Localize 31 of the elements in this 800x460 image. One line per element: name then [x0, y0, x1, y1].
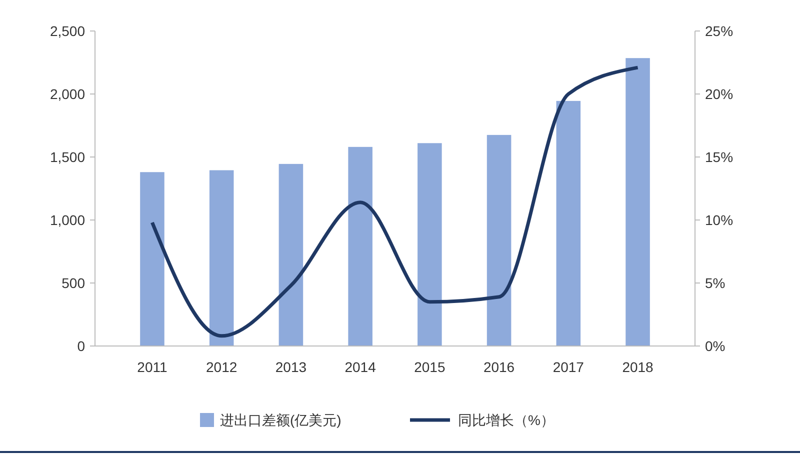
- bar: [278, 164, 304, 346]
- y2-tick-label: 5%: [705, 274, 726, 291]
- y-tick-label: 2,500: [50, 22, 86, 39]
- y-tick-label: 500: [62, 274, 86, 291]
- bar: [556, 100, 581, 346]
- x-tick-label: 2011: [137, 359, 168, 375]
- y2-tick-label: 15%: [705, 148, 734, 165]
- y-tick-label: 0: [77, 338, 86, 354]
- x-tick-label: 2015: [414, 359, 446, 375]
- y-tick-label: 1,000: [50, 212, 86, 228]
- bar: [209, 170, 234, 346]
- line-series: [150, 66, 640, 338]
- y2-tick-label: 25%: [705, 22, 734, 39]
- bar: [140, 172, 164, 346]
- legend-label: 同比增长（%）: [458, 412, 554, 428]
- y2-tick-label: 10%: [705, 212, 734, 228]
- y2-tick-label: 0%: [705, 338, 726, 354]
- y-tick-label: 1,500: [50, 148, 86, 165]
- bar: [418, 143, 442, 346]
- x-tick-label: 2013: [275, 359, 307, 375]
- x-tick-label: 2018: [622, 359, 654, 375]
- x-tick-label: 2017: [552, 359, 584, 375]
- y-tick-label: 2,000: [50, 86, 86, 102]
- bar: [486, 134, 512, 346]
- y2-tick-label: 20%: [705, 86, 734, 102]
- x-tick-label: 2012: [206, 359, 238, 375]
- x-tick-label: 2016: [483, 359, 515, 375]
- bar: [626, 58, 650, 346]
- legend-label: 进出口差额(亿美元): [220, 412, 342, 428]
- x-tick-label: 2014: [344, 359, 376, 375]
- bar: [348, 146, 372, 346]
